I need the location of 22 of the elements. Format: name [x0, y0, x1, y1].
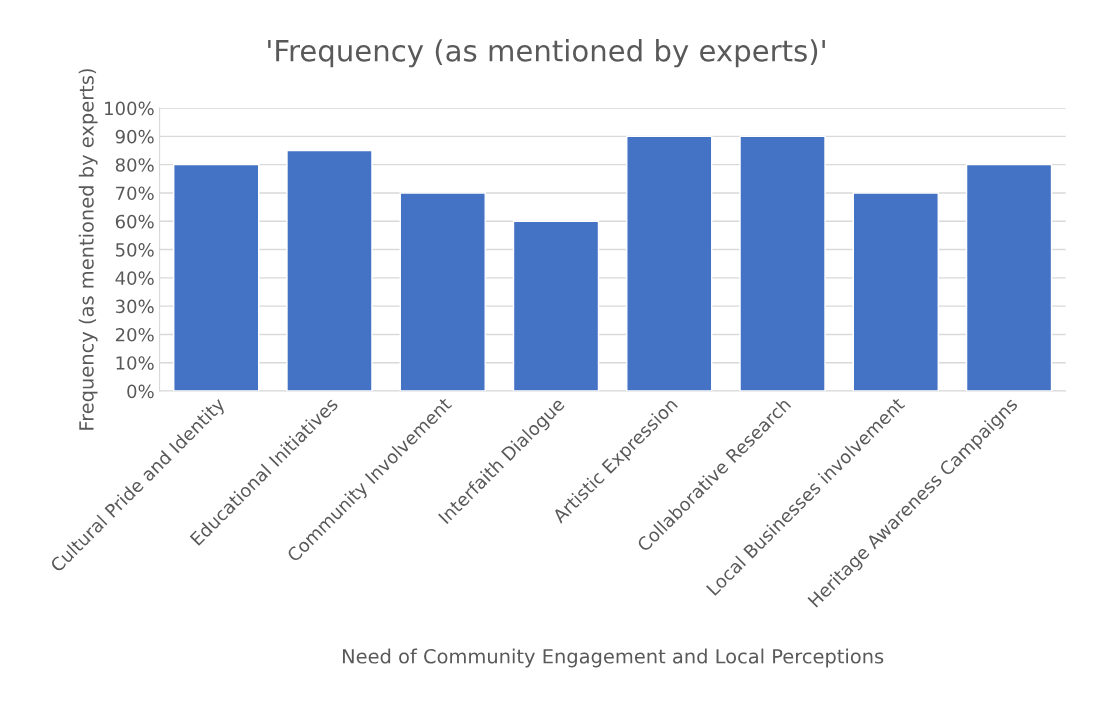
bar	[626, 135, 713, 392]
y-tick-label: 60%	[115, 214, 154, 229]
y-tick-label: 0%	[127, 384, 154, 399]
y-tick-label: 70%	[116, 186, 154, 201]
bar	[173, 163, 260, 392]
bar	[739, 135, 826, 392]
x-axis-title: Need of Community Engagement and Local Perceptions	[342, 648, 884, 668]
bar	[286, 149, 373, 392]
y-tick-label: 30%	[115, 299, 154, 314]
bar	[399, 192, 486, 392]
y-tick-label: 100%	[105, 101, 154, 116]
y-tick-label: 50%	[115, 243, 154, 257]
chart-title: 'Frequency (as mentioned by experts)'	[268, 39, 825, 68]
y-tick-label: 80%	[115, 158, 154, 172]
y-tick-label: 40%	[115, 271, 154, 285]
bar	[852, 192, 939, 392]
bar	[512, 220, 600, 392]
y-tick-label: 90%	[115, 129, 154, 144]
y-tick-label: 20%	[115, 327, 154, 342]
y-axis-title: Frequency (as mentioned by experts)	[78, 69, 98, 430]
bar	[965, 163, 1053, 392]
y-tick-label: 10%	[116, 356, 154, 370]
